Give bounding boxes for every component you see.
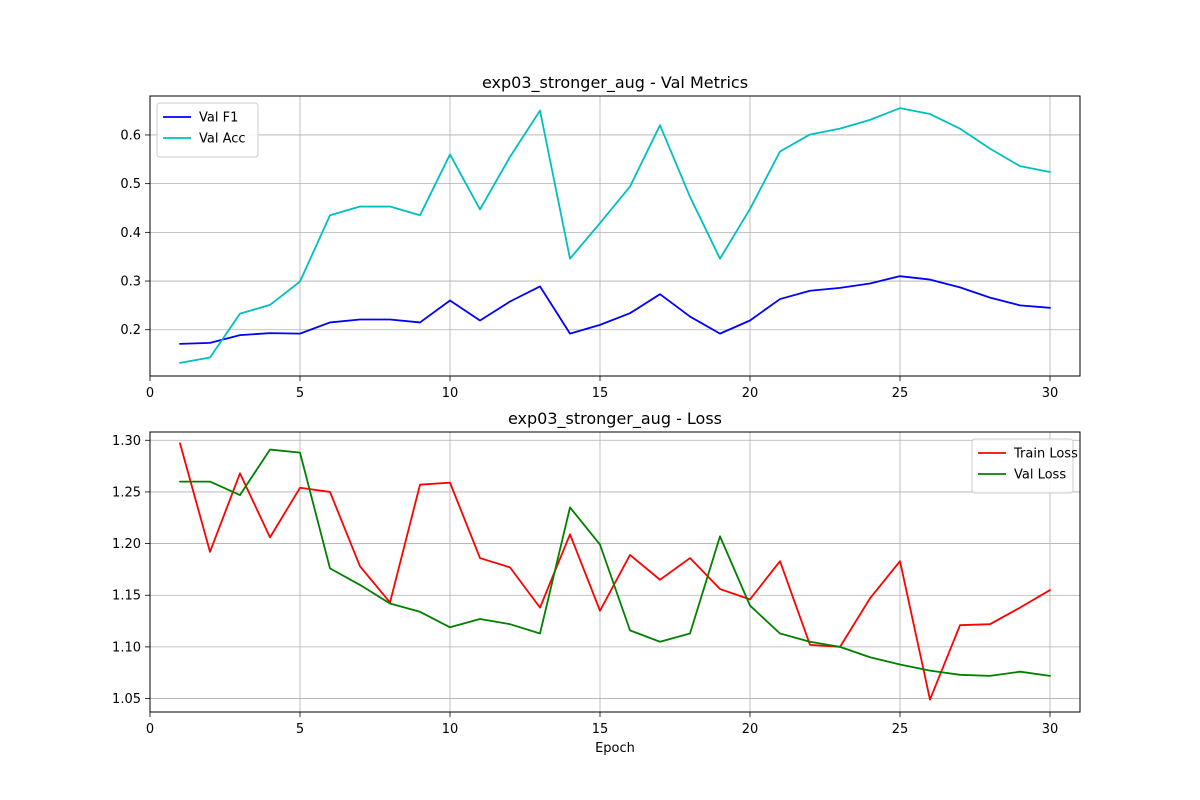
loss-y-tick-label: 1.15 <box>112 589 141 604</box>
val-metrics-y-tick-label: 0.4 <box>120 226 141 241</box>
val-metrics-x-tick-label: 20 <box>742 386 759 401</box>
val-metrics-series-line-1 <box>179 275 1051 345</box>
val-metrics-y-tick-label: 0.6 <box>120 128 141 143</box>
val-metrics-ticks: 0 5 10 15 20 25 30 0.2 0.3 0.4 0.5 0.6 <box>120 128 1058 401</box>
val-metrics-x-tick-label: 30 <box>1042 386 1059 401</box>
loss-plot-frame <box>149 431 1081 713</box>
loss-y-tick-label: 1.25 <box>112 485 141 500</box>
loss-y-tick-label: 1.20 <box>112 537 141 552</box>
loss-x-axis-label: Epoch <box>595 741 635 756</box>
loss-legend: Train Loss Val Loss <box>971 438 1078 494</box>
val-metrics-title: exp03_stronger_aug - Val Metrics <box>482 73 748 93</box>
val-metrics-x-tick-label: 5 <box>296 386 304 401</box>
val-metrics-plot-frame <box>149 95 1081 377</box>
loss-legend-label-2: Val Loss <box>1014 468 1066 483</box>
loss-x-tick-label: 0 <box>146 722 154 737</box>
loss-y-tick-label: 1.05 <box>112 692 141 707</box>
loss-x-tick-label: 25 <box>892 722 909 737</box>
val-metrics-x-tick-label: 0 <box>146 386 154 401</box>
val-metrics-y-tick-label: 0.3 <box>120 275 141 290</box>
loss-x-tick-label: 20 <box>742 722 759 737</box>
loss-gridlines <box>149 432 1080 712</box>
val-metrics-x-tick-label: 10 <box>442 386 459 401</box>
val-metrics-gridlines <box>149 96 1080 376</box>
val-metrics-series-line-2 <box>179 107 1051 364</box>
loss-x-tick-label: 30 <box>1042 722 1059 737</box>
loss-title: exp03_stronger_aug - Loss <box>508 409 722 429</box>
val-metrics-series <box>179 107 1051 364</box>
loss-x-tick-label: 5 <box>296 722 304 737</box>
loss-series <box>179 442 1051 701</box>
val-metrics-x-tick-label: 15 <box>592 386 609 401</box>
val-metrics-y-tick-label: 0.5 <box>120 177 141 192</box>
val-metrics-x-tick-label: 25 <box>892 386 909 401</box>
loss-panel: 0 5 10 15 20 25 30 1.05 1.10 1.15 1.20 1.25 1.30 exp… <box>112 409 1081 756</box>
val-metrics-legend-label-1: Val F1 <box>199 111 238 126</box>
loss-y-tick-label: 1.30 <box>112 434 141 449</box>
loss-x-tick-label: 10 <box>442 722 459 737</box>
loss-series-line-2 <box>179 448 1051 677</box>
val-metrics-y-tick-label: 0.2 <box>120 323 141 338</box>
loss-x-tick-label: 15 <box>592 722 609 737</box>
val-metrics-panel: 0 5 10 15 20 25 30 0.2 0.3 0.4 0.5 0.6 exp03_strong… <box>120 73 1081 401</box>
loss-ticks: 0 5 10 15 20 25 30 1.05 1.10 1.15 1.20 1.25 1.30 <box>112 434 1058 737</box>
val-metrics-legend: Val F1 Val Acc <box>156 102 259 158</box>
val-metrics-legend-label-2: Val Acc <box>199 132 246 147</box>
loss-series-line-1 <box>179 442 1051 701</box>
loss-y-tick-label: 1.10 <box>112 640 141 655</box>
loss-legend-label-1: Train Loss <box>1013 447 1078 462</box>
